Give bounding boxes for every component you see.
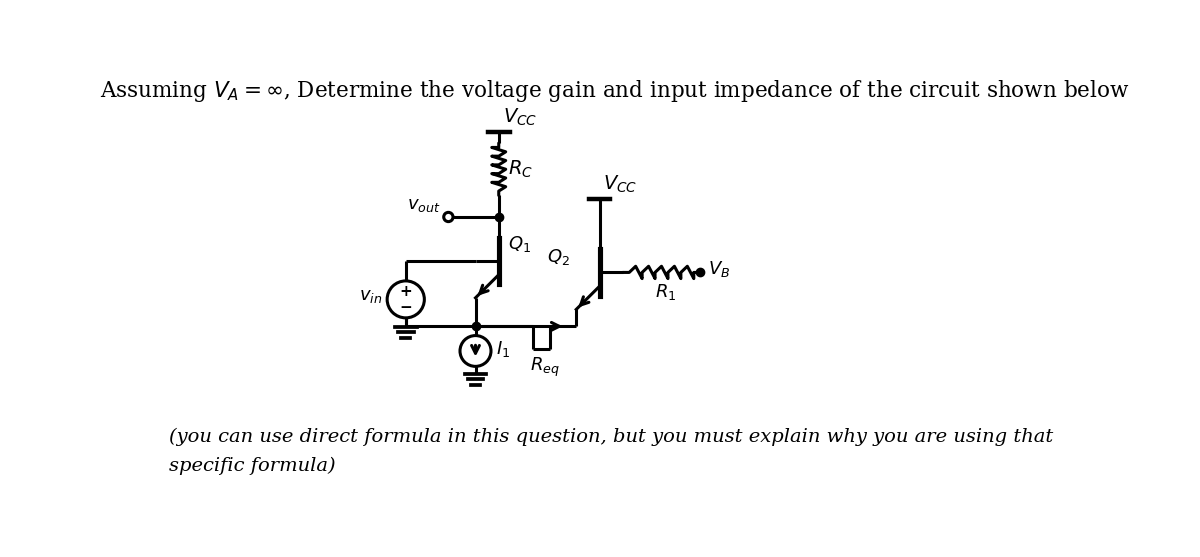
Text: $R_1$: $R_1$ <box>655 282 676 302</box>
Text: $V_{CC}$: $V_{CC}$ <box>503 106 536 128</box>
Text: $V_B$: $V_B$ <box>708 260 731 280</box>
Text: $v_{in}$: $v_{in}$ <box>359 287 383 305</box>
Text: $R_{eq}$: $R_{eq}$ <box>530 355 560 379</box>
Text: Assuming $V_A = \infty$, Determine the voltage gain and input impedance of the c: Assuming $V_A = \infty$, Determine the v… <box>101 79 1129 104</box>
Text: $R_C$: $R_C$ <box>508 159 533 180</box>
Text: $Q_1$: $Q_1$ <box>508 234 532 254</box>
Text: −: − <box>400 300 412 315</box>
Text: $V_{CC}$: $V_{CC}$ <box>604 173 637 194</box>
Text: +: + <box>400 284 412 299</box>
Text: $Q_2$: $Q_2$ <box>547 247 570 267</box>
Text: specific formula): specific formula) <box>169 457 336 476</box>
Text: (you can use direct formula in this question, but you must explain why you are u: (you can use direct formula in this ques… <box>169 428 1054 446</box>
Text: $v_{out}$: $v_{out}$ <box>407 196 440 214</box>
Text: $I_1$: $I_1$ <box>496 339 510 359</box>
